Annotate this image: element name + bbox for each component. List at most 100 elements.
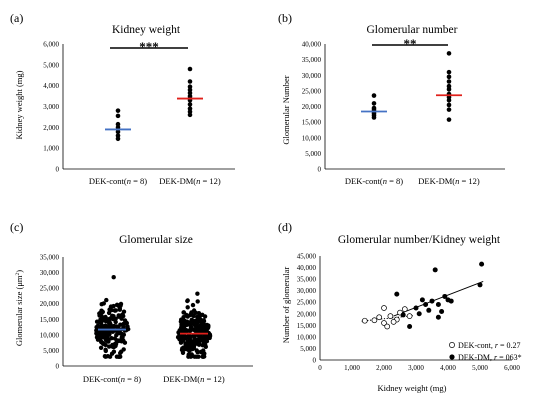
data-point-d-1-8 <box>429 298 435 304</box>
data-points-b <box>371 51 452 122</box>
data-point-d-1-12 <box>442 293 448 299</box>
y-ticks-b: 0 5,000 10,000 15,000 20,000 25,000 30,000 35,0… <box>302 41 322 174</box>
category-label-c-cont: DEK-cont(n = 8) <box>83 374 141 384</box>
data-point-d-1-16 <box>479 261 485 267</box>
data-point-d-1-2 <box>407 323 413 329</box>
data-point-d-0-9 <box>406 313 413 319</box>
y-tick-label-c-6: 30,000 <box>40 269 60 277</box>
y-axis-label-a: Kidney weight (mg) <box>14 70 24 139</box>
y-tick-label-a-6: 6,000 <box>43 41 59 49</box>
y-tick-label-d-6: 30,000 <box>297 287 317 295</box>
panel-glomerular-size: (c) Glomerular size Glomerular size (μm2… <box>10 220 253 384</box>
y-tick-label-b-3: 15,000 <box>302 119 322 127</box>
data-point-d-1-17 <box>435 314 441 320</box>
data-point-b-0-5 <box>371 105 377 111</box>
legend-marker-cont <box>449 342 455 348</box>
x-tick-label-d-5: 5,000 <box>472 364 488 372</box>
data-point-d-1-15 <box>477 282 483 288</box>
data-point-d-0-2 <box>376 314 383 321</box>
data-point-b-0-6 <box>371 101 377 106</box>
data-point-d-1-6 <box>423 302 429 308</box>
data-point-b-1-0 <box>446 117 452 122</box>
data-point-c-1-233 <box>187 339 192 344</box>
y-tick-label-d-2: 10,000 <box>297 333 317 341</box>
data-point-a-1-2 <box>187 106 193 111</box>
category-label-a-cont: DEK-cont(n = 8) <box>89 176 147 186</box>
data-point-d-1-7 <box>426 307 432 313</box>
data-point-d-1-11 <box>439 308 445 314</box>
legend-entry-dm: DEK-DM, r = 063* <box>458 353 522 362</box>
y-tick-label-d-8: 40,000 <box>297 264 317 272</box>
data-point-c-0-0 <box>111 275 116 280</box>
data-point-b-1-8 <box>446 79 452 84</box>
data-point-c-1-182 <box>185 314 190 319</box>
data-point-d-1-5 <box>419 297 425 303</box>
chart-title-b: Glomerular number <box>366 24 457 36</box>
legend-marker-dm <box>449 354 455 360</box>
chart-title-c: Glomerular size <box>119 234 193 246</box>
data-point-c-1-201 <box>192 354 197 359</box>
data-point-b-1-9 <box>446 74 452 80</box>
y-tick-label-c-2: 10,000 <box>40 331 60 339</box>
data-point-c-0-167 <box>100 329 106 334</box>
data-point-c-0-108 <box>103 342 108 348</box>
data-point-a-0-7 <box>115 108 121 113</box>
data-point-c-1-222 <box>185 298 190 303</box>
data-point-a-1-9 <box>187 84 193 90</box>
axis-ticks-d: 0 5,000 10,000 15,000 20,000 25,000 30,000 35,0… <box>297 253 521 373</box>
data-point-c-1-224 <box>202 351 207 356</box>
legend-d: DEK-cont, r = 0.27 DEK-DM, r = 063* <box>449 341 522 362</box>
data-point-d-0-1 <box>371 317 378 324</box>
y-tick-label-d-4: 20,000 <box>297 310 317 318</box>
data-point-b-1-10 <box>446 69 452 75</box>
chart-title-d: Glomerular number/Kidney weight <box>338 234 501 246</box>
data-point-c-0-49 <box>98 345 104 350</box>
data-point-c-0-195 <box>111 314 116 320</box>
data-point-c-1-195 <box>185 305 190 310</box>
data-point-c-1-220 <box>193 328 198 334</box>
data-point-d-0-0 <box>361 317 368 324</box>
data-point-b-0-7 <box>371 93 377 98</box>
data-point-c-1-213 <box>178 338 184 343</box>
y-tick-label-c-0: 0 <box>56 363 60 371</box>
data-point-c-1-219 <box>195 314 201 320</box>
y-tick-label-c-5: 25,000 <box>40 285 60 293</box>
y-tick-label-b-5: 25,000 <box>302 87 322 95</box>
data-point-c-1-169 <box>184 345 189 350</box>
y-tick-label-b-4: 20,000 <box>302 103 322 111</box>
significance-mark-a: *** <box>139 39 159 54</box>
data-point-a-0-1 <box>115 133 121 138</box>
data-point-b-1-7 <box>446 83 452 89</box>
data-point-c-1-238 <box>201 339 206 344</box>
data-point-d-1-14 <box>448 298 454 304</box>
data-point-a-1-3 <box>187 102 193 107</box>
y-tick-label-b-6: 30,000 <box>302 72 322 80</box>
data-point-a-0-5 <box>115 121 121 127</box>
y-ticks-c: 0 5,000 10,000 15,000 20,000 25,000 30,000 35,0… <box>40 254 60 371</box>
data-point-c-1-214 <box>180 346 185 351</box>
y-tick-label-a-5: 5,000 <box>43 61 59 69</box>
mean-lines-b <box>361 94 462 113</box>
data-point-c-1-226 <box>203 344 208 349</box>
y-tick-label-c-4: 20,000 <box>40 300 60 308</box>
x-tick-label-d-2: 2,000 <box>376 364 392 372</box>
y-ticks-a: 0 1,000 2,000 3,000 4,000 5,000 6,000 <box>43 41 59 174</box>
data-point-c-0-175 <box>101 301 107 306</box>
data-point-c-0-194 <box>108 322 114 328</box>
data-point-c-1-136 <box>191 313 196 319</box>
data-point-d-1-1 <box>400 312 406 318</box>
data-point-c-1-206 <box>197 342 202 347</box>
data-point-c-1-231 <box>188 326 194 331</box>
data-point-c-1-196 <box>188 319 194 324</box>
mean-lines-a <box>105 97 203 131</box>
x-tick-label-d-1: 1,000 <box>344 364 360 372</box>
data-point-d-1-9 <box>432 267 438 273</box>
data-point-a-1-10 <box>187 79 193 84</box>
y-axis-label-d: Number of glomerular <box>281 267 291 344</box>
data-point-d-0-11 <box>390 319 397 325</box>
chart-title-a: Kidney weight <box>112 24 181 36</box>
panel-glomerular-number-per-kidney-weight: (d) Glomerular number/Kidney weight Numb… <box>278 220 522 393</box>
data-point-c-0-78 <box>116 354 121 359</box>
data-point-c-0-162 <box>113 308 119 313</box>
